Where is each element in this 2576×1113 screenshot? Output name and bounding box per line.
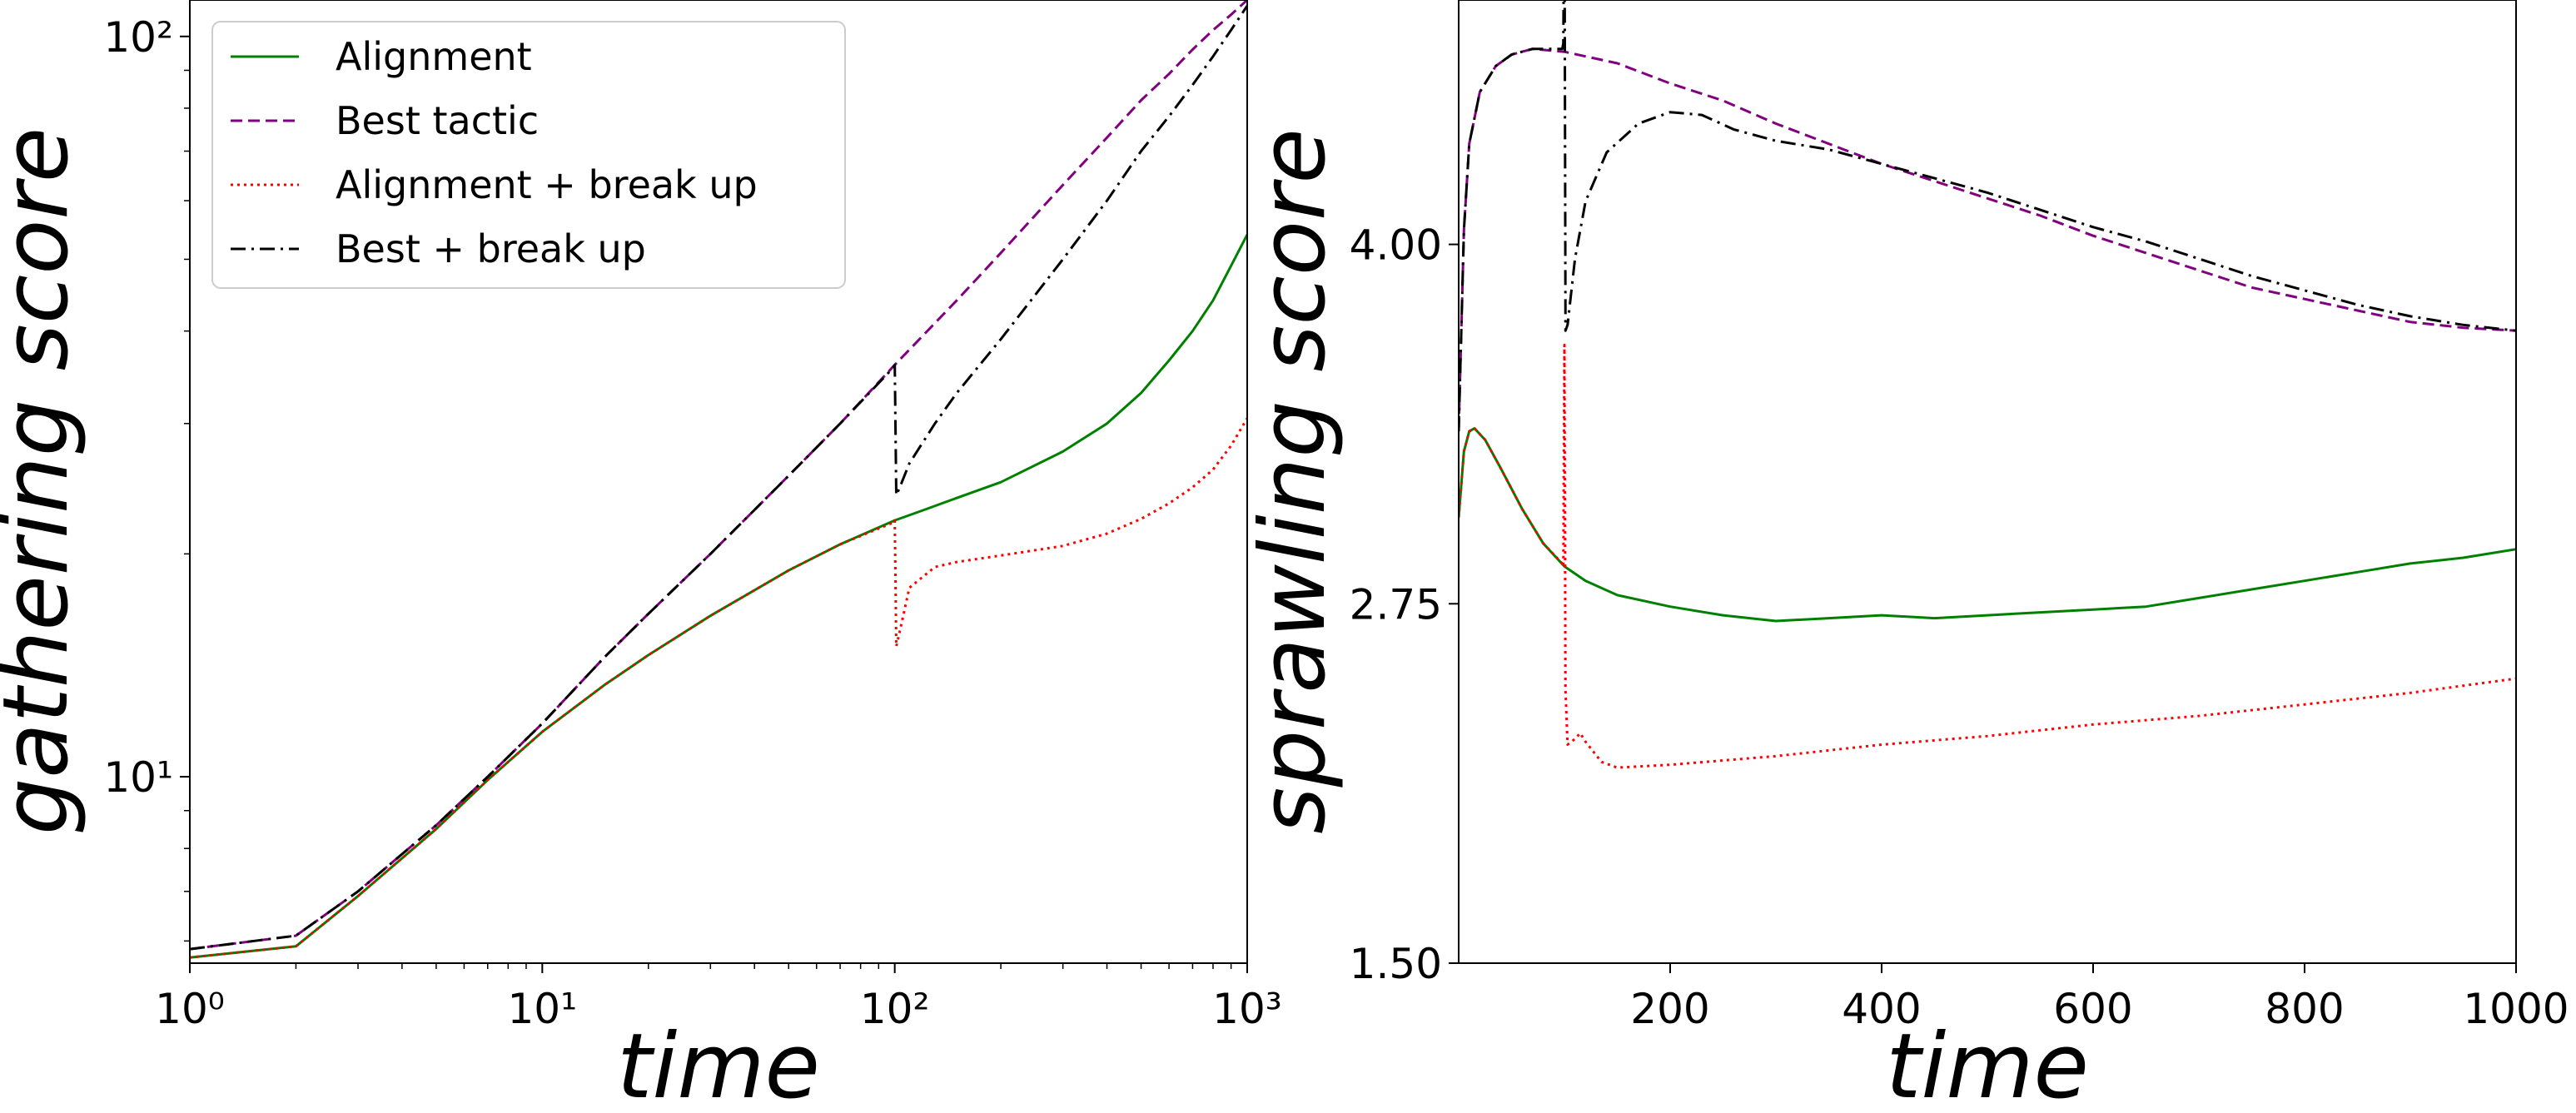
x-tick-label: 10⁰	[155, 985, 225, 1033]
series-lines	[190, 0, 1247, 959]
legend-label: Best + break up	[336, 226, 646, 271]
series-line-alignment	[1459, 427, 2516, 623]
axes-frame	[189, 0, 1248, 964]
series-line-best-break-up	[1459, 0, 2516, 432]
y-tick-label: 2.75	[1350, 580, 1442, 629]
axes-frame	[1458, 0, 2517, 964]
x-tick-label: 1000	[2463, 985, 2569, 1033]
x-axis-label: time	[1886, 1015, 2089, 1113]
x-tick-label: 200	[1630, 985, 1709, 1033]
y-axis-label: sprawling score	[1241, 128, 1345, 834]
tick-marks: 200 400 600 800 1000 1.50 2.75 4.00	[1350, 221, 2569, 1033]
legend-box	[211, 21, 846, 289]
y-tick-label: 10²	[103, 13, 173, 62]
legend-label: Alignment + break up	[336, 162, 758, 207]
sprawling-score-chart: 200 400 600 800 1000 1.50 2.75 4.00 time sprawl…	[1241, 0, 2569, 1113]
series-lines	[1459, 0, 2516, 769]
x-tick-label: 400	[1842, 985, 1921, 1033]
x-tick-label: 10²	[860, 985, 930, 1033]
y-tick-label: 10¹	[103, 753, 173, 802]
series-line-alignment-break-up	[190, 417, 1247, 959]
plot-area	[1459, 0, 2516, 963]
series-line-best-tactic	[1459, 47, 2516, 432]
y-axis-label: gathering score	[0, 127, 88, 835]
x-tick-label: 800	[2265, 985, 2344, 1033]
x-tick-label: 600	[2053, 985, 2132, 1033]
series-line-best-break-up	[190, 5, 1247, 951]
y-tick-label: 4.00	[1350, 221, 1442, 270]
x-axis-label: time	[617, 1015, 820, 1113]
y-tick-label: 1.50	[1350, 940, 1442, 988]
legend: Alignment Best tactic Alignment + break up…	[211, 21, 846, 289]
legend-label: Best tactic	[336, 98, 539, 143]
x-tick-label: 10³	[1212, 985, 1282, 1033]
legend-label: Alignment	[336, 34, 532, 79]
tick-marks: 10⁰ 10¹ 10² 10³ 10¹ 10²	[103, 13, 1282, 1033]
x-tick-label: 10¹	[507, 985, 577, 1033]
